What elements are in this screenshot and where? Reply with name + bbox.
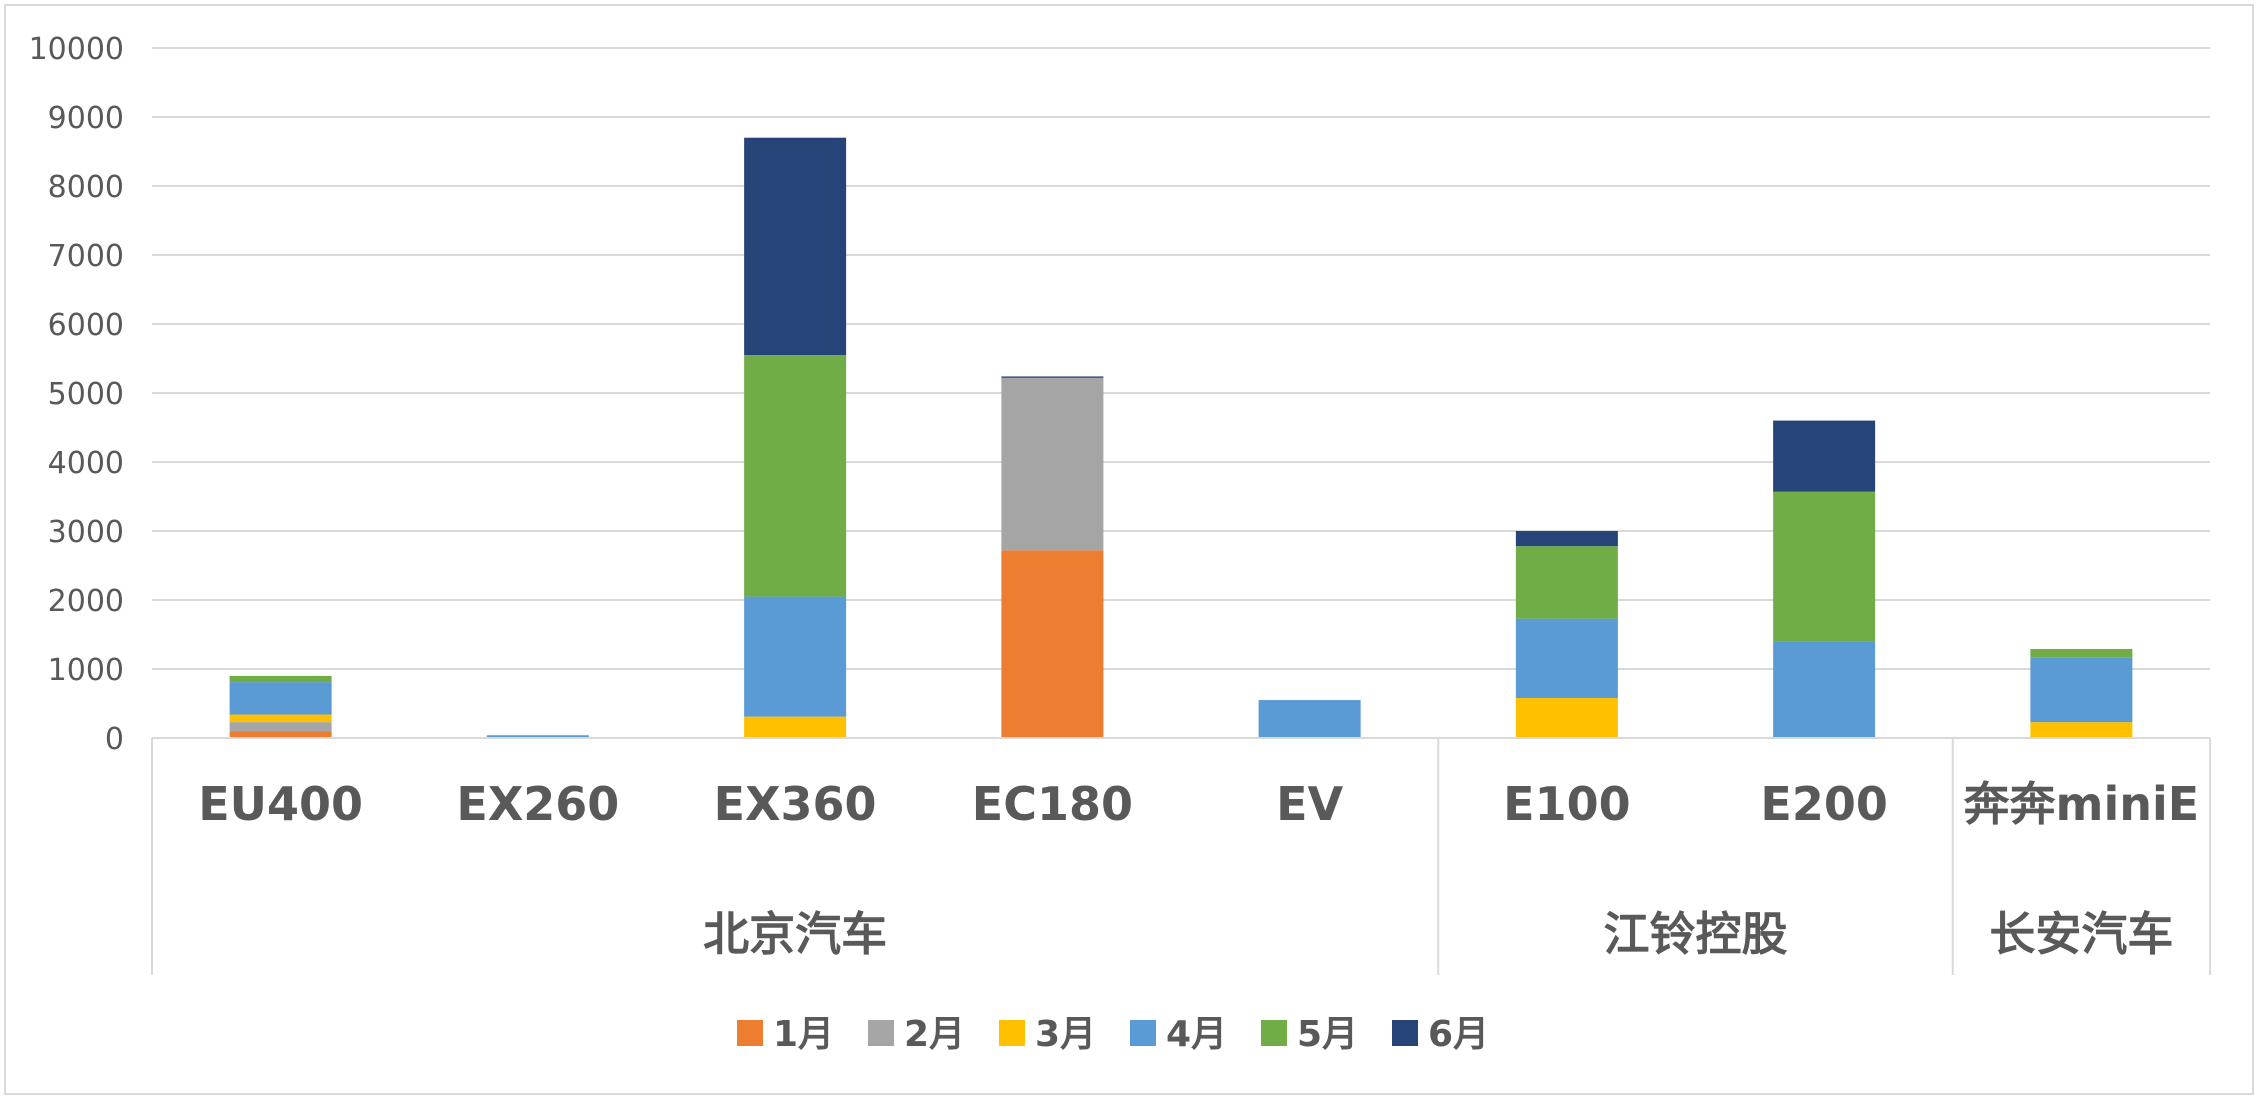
y-tick-label: 6000 [48,308,124,343]
bar-segment [1515,618,1618,698]
category-label: 奔奔miniE [1964,777,2200,831]
bar-segment [486,735,589,738]
legend-label: 2月 [904,1014,965,1055]
category-label: EV [1276,777,1343,831]
y-tick-label: 8000 [48,170,124,205]
bar-segment [1001,377,1104,551]
bar-segment [744,137,847,356]
category-label: EX260 [456,777,619,831]
bar-segment [1515,697,1618,738]
bar-segment [1258,700,1361,738]
bar-segment [229,731,332,738]
bar-segment [229,682,332,715]
y-tick-label: 2000 [48,584,124,619]
category-label: E100 [1503,777,1630,831]
group-label: 长安汽车 [1989,907,2173,961]
y-tick-label: 3000 [48,515,124,550]
legend-swatch [1392,1020,1418,1046]
bar-segment [1773,420,1876,492]
bar-segment [2030,722,2133,738]
legend-swatch [1261,1020,1287,1046]
y-tick-label: 1000 [48,653,124,688]
bar-segment [1001,550,1104,738]
y-tick-label: 4000 [48,446,124,481]
legend-label: 3月 [1035,1014,1096,1055]
y-tick-label: 10000 [29,32,124,67]
y-tick-label: 5000 [48,377,124,412]
bar-segment [2030,648,2133,658]
bar-segment [1515,546,1618,619]
group-label: 北京汽车 [703,907,887,961]
legend-label: 6月 [1428,1014,1489,1055]
bar-segment [229,722,332,732]
bar-segment [1001,376,1104,378]
bar-segment [1515,531,1618,547]
category-label: EU400 [198,777,363,831]
category-label: E200 [1760,777,1887,831]
legend-swatch [999,1020,1025,1046]
legend-label: 5月 [1297,1014,1358,1055]
legend-swatch [1130,1020,1156,1046]
bar-segment [229,675,332,683]
bar-segment [1773,641,1876,738]
bar-segment [2030,657,2133,723]
bar-segment [744,596,847,717]
legend-swatch [868,1020,894,1046]
bar-segment [744,355,847,597]
y-tick-label: 7000 [48,239,124,274]
bar-segment [1773,491,1876,642]
y-tick-label: 0 [105,722,124,757]
legend-label: 4月 [1166,1014,1227,1055]
category-label: EC180 [972,777,1133,831]
legend-swatch [737,1020,763,1046]
category-label: EX360 [714,777,877,831]
legend-label: 1月 [773,1014,834,1055]
y-tick-label: 9000 [48,101,124,136]
bar-segment [229,714,332,723]
group-label: 江铃控股 [1604,907,1788,961]
bar-segment [744,716,847,738]
